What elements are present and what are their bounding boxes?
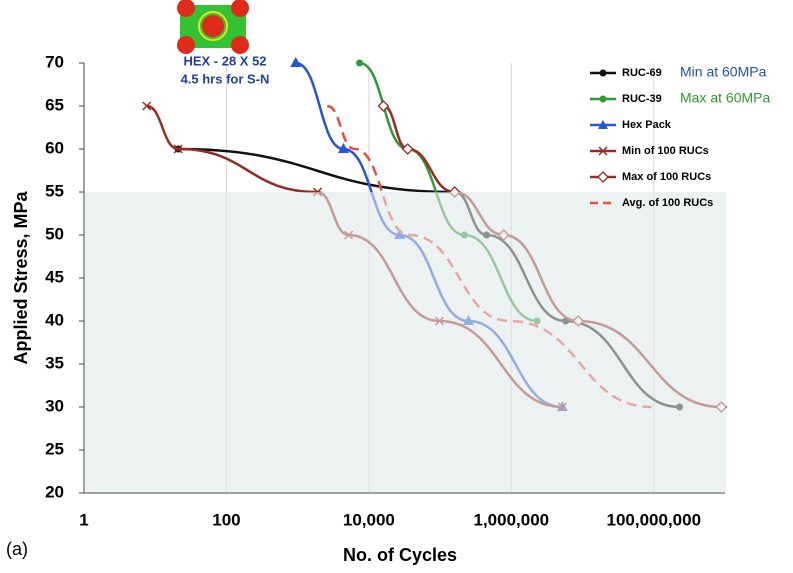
legend-label: Hex Pack bbox=[622, 119, 672, 131]
legend-label: RUC-39 bbox=[622, 93, 662, 105]
point bbox=[290, 57, 301, 67]
y-tick-label: 45 bbox=[45, 267, 64, 286]
y-tick-label: 55 bbox=[45, 181, 64, 200]
x-tick-label: 1,000,000 bbox=[474, 510, 550, 529]
legend-label: Min of 100 RUCs bbox=[622, 145, 709, 157]
y-tick-label: 40 bbox=[45, 310, 64, 329]
chart: 1 100 10,000 1,000,000 100,000,000 20 25 30 35 40… bbox=[0, 0, 793, 573]
x-tick-label: 10,000 bbox=[343, 510, 395, 529]
y-tick-label: 60 bbox=[45, 138, 64, 157]
x-tick-label: 100 bbox=[212, 510, 240, 529]
y-tick-label: 30 bbox=[45, 396, 64, 415]
y-tick-label: 35 bbox=[45, 353, 64, 372]
legend-marker bbox=[598, 172, 608, 182]
inset-caption: 4.5 hrs for S-N bbox=[181, 71, 270, 86]
x-axis-title: No. of Cycles bbox=[343, 545, 457, 565]
legend-note: Max at 60MPa bbox=[680, 90, 770, 106]
point bbox=[356, 60, 363, 67]
y-tick-label: 50 bbox=[45, 224, 64, 243]
legend-label: RUC-69 bbox=[622, 67, 662, 79]
point bbox=[403, 144, 413, 154]
y-tick-label: 65 bbox=[45, 95, 64, 114]
point bbox=[378, 101, 388, 111]
legend-marker bbox=[600, 70, 607, 77]
y-axis-title: Applied Stress, MPa bbox=[11, 190, 31, 364]
legend-label: Avg. of 100 RUCs bbox=[622, 197, 713, 209]
panel-label: (a) bbox=[6, 539, 28, 559]
legend-marker bbox=[600, 96, 607, 103]
shaded-region bbox=[85, 192, 726, 492]
inset-image bbox=[177, 0, 249, 54]
inset-caption: HEX - 28 X 52 bbox=[183, 53, 266, 68]
y-tick-label: 25 bbox=[45, 439, 64, 458]
legend-note: Min at 60MPa bbox=[680, 64, 767, 80]
y-tick-label: 70 bbox=[45, 52, 64, 71]
x-tick-label: 100,000,000 bbox=[607, 510, 702, 529]
x-tick-label: 1 bbox=[79, 510, 88, 529]
y-tick-label: 20 bbox=[45, 482, 64, 501]
legend-label: Max of 100 RUCs bbox=[622, 171, 711, 183]
